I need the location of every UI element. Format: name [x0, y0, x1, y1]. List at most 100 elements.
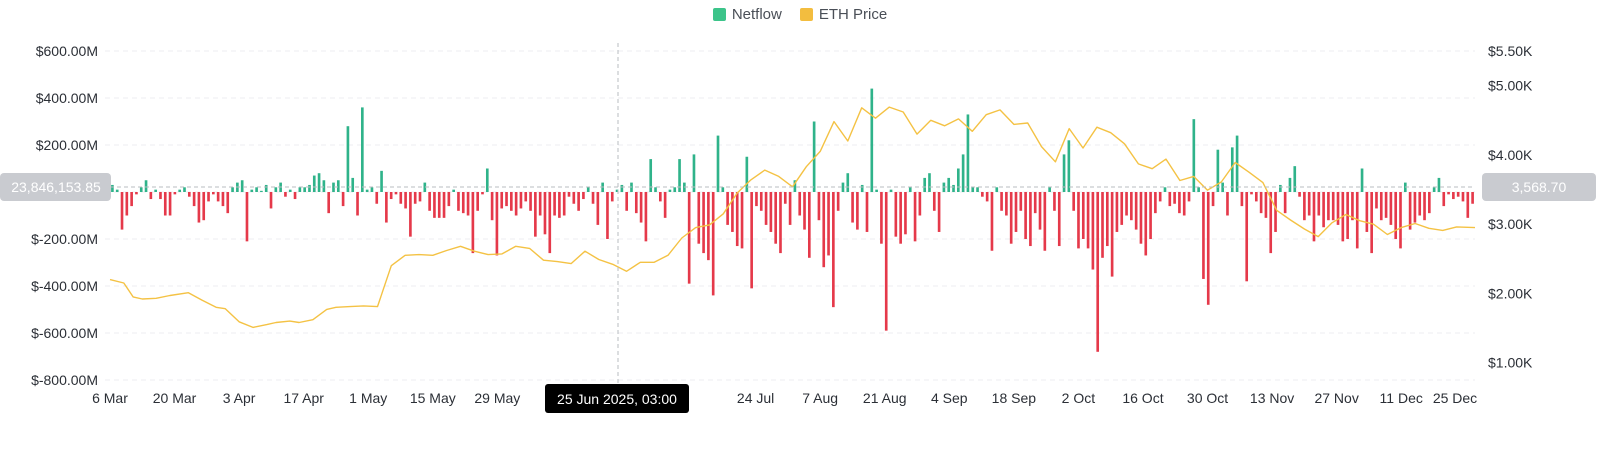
netflow-bar — [1115, 192, 1119, 232]
netflow-bar — [356, 192, 359, 216]
netflow-bar — [644, 192, 648, 242]
netflow-bar — [827, 192, 830, 256]
netflow-bar — [1408, 192, 1412, 230]
netflow-bar — [485, 168, 489, 192]
netflow-bar — [447, 192, 451, 207]
netflow-bar — [1254, 192, 1258, 202]
netflow-bar — [1418, 192, 1422, 216]
netflow-bar — [471, 192, 475, 254]
netflow-bar — [697, 192, 701, 244]
netflow-bar — [899, 192, 902, 244]
netflow-bar — [120, 192, 124, 230]
netflow-bar — [918, 192, 922, 216]
netflow-bar — [783, 192, 787, 204]
netflow-bar — [452, 189, 455, 192]
netflow-bar — [1125, 192, 1128, 216]
chart-legend: Netflow ETH Price — [0, 6, 1600, 23]
x-axis-tick-label: 24 Jul — [737, 390, 774, 406]
netflow-bar — [149, 192, 153, 200]
crosshair: 23,846,153.85 3,568.70 25 Jun 2025, 03:00 — [0, 43, 1596, 413]
netflow-bar — [351, 177, 355, 192]
netflow-bar — [1154, 192, 1157, 214]
netflow-bar — [1327, 192, 1330, 221]
netflow-bar — [634, 192, 638, 214]
netflow-bar — [1168, 192, 1172, 207]
netflow-bar — [553, 192, 556, 216]
netflow-bar — [274, 187, 278, 192]
netflow-bar — [615, 189, 619, 192]
netflow-bar — [1384, 192, 1388, 218]
netflow-bar — [139, 187, 143, 192]
netflow-bar — [894, 192, 898, 237]
netflow-bar — [524, 192, 528, 202]
right-axis-tick-label: $1.00K — [1488, 355, 1533, 371]
netflow-bar — [394, 192, 398, 195]
netflow-bar — [832, 192, 835, 308]
netflow-bar — [365, 189, 369, 192]
left-axis-tick-label: $-600.00M — [31, 325, 98, 341]
netflow-bar — [1072, 192, 1075, 211]
x-axis-tick-label: 20 Mar — [153, 390, 197, 406]
netflow-bar — [1110, 192, 1114, 277]
netflow-bar — [1091, 192, 1095, 270]
netflow-bar — [1101, 192, 1104, 258]
netflow-bar — [745, 156, 749, 192]
legend-netflow-label: Netflow — [731, 6, 782, 23]
netflow-bar — [534, 192, 537, 237]
netflow-bar — [389, 192, 393, 200]
netflow-bar — [327, 192, 331, 214]
netflow-bar — [928, 173, 931, 192]
netflow-bar — [1293, 166, 1297, 192]
netflow-bar — [1081, 192, 1085, 239]
netflow-bar — [1303, 192, 1306, 221]
netflow-bar — [495, 192, 499, 256]
netflow-bar — [1048, 187, 1051, 192]
netflow-bar — [1269, 192, 1273, 254]
netflow-bar — [187, 192, 191, 197]
x-axis-ticks: 6 Mar 20 Mar 3 Apr 17 Apr 1 May 15 May 29 May 1… — [92, 390, 1477, 406]
left-axis-tick-label: $400.00M — [36, 90, 98, 106]
netflow-bar — [822, 192, 826, 268]
netflow-bar — [1105, 192, 1109, 247]
netflow-bar — [409, 192, 412, 237]
x-axis-tick-label: 16 Oct — [1122, 390, 1163, 406]
netflow-bar — [1375, 192, 1378, 209]
netflow-bar — [317, 173, 321, 192]
netflow-bar — [591, 192, 595, 204]
netflow-bar — [750, 192, 753, 289]
netflow-bar — [610, 192, 614, 202]
netflow-bar — [1317, 192, 1321, 216]
netflow-bar — [1134, 192, 1138, 230]
netflow-bar — [654, 187, 657, 192]
netflow-bar — [1250, 192, 1253, 195]
netflow-bar — [476, 192, 480, 211]
netflow-bar — [692, 154, 696, 192]
netflow-bar — [1432, 187, 1436, 192]
netflow-bar — [216, 192, 220, 202]
netflow-bar — [1274, 192, 1277, 232]
netflow-bar — [130, 192, 133, 207]
x-axis-tick-label: 17 Apr — [283, 390, 324, 406]
netflow-bar — [620, 184, 624, 192]
legend-item-eth-price[interactable]: ETH Price — [799, 6, 887, 23]
netflow-bar — [212, 192, 215, 195]
netflow-bar — [1259, 192, 1263, 214]
netflow-bar — [1216, 149, 1220, 192]
netflow-bar — [183, 187, 186, 192]
netflow-bar — [1312, 192, 1316, 242]
netflow-bar — [1149, 192, 1152, 239]
netflow-bar — [1057, 192, 1061, 247]
netflow-bar — [404, 192, 407, 209]
netflow-bar — [673, 187, 677, 192]
netflow-bar — [245, 192, 249, 242]
netflow-bar — [144, 180, 148, 192]
netflow-bar — [904, 192, 907, 235]
legend-item-netflow[interactable]: Netflow — [712, 6, 782, 23]
netflow-bar — [1173, 192, 1176, 204]
netflow-bar — [668, 189, 672, 192]
netflow-bar — [1158, 192, 1162, 202]
netflow-bar — [952, 184, 955, 192]
left-axis-tick-label: $-400.00M — [31, 278, 98, 294]
netflow-bar — [947, 177, 951, 192]
